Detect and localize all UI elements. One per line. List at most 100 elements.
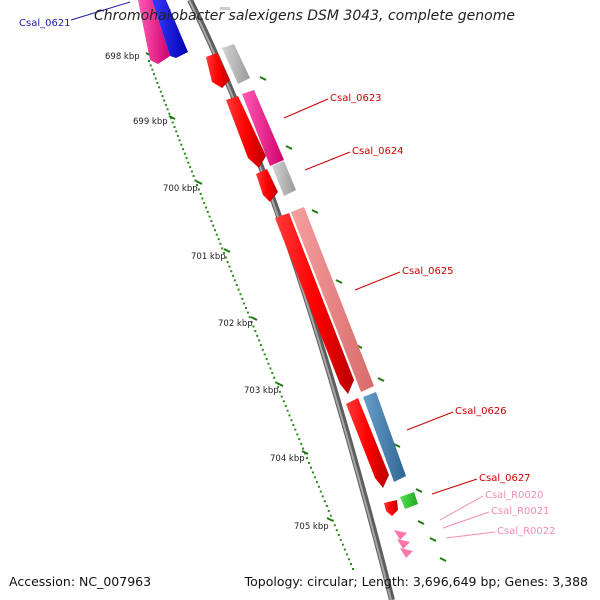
tick-dot [327, 509, 330, 512]
tick-dot [280, 395, 283, 398]
tick-dot [175, 130, 178, 133]
tick-dot [259, 344, 262, 347]
rna-arrow-csal-r0020[interactable] [394, 530, 407, 540]
gene-arrow-csal-0626[interactable] [346, 398, 389, 488]
tick-dot [313, 476, 316, 479]
cog-bar-salmon[interactable] [291, 207, 374, 392]
cog-bar-magenta-top[interactable] [138, 0, 170, 64]
tick-dot [296, 433, 299, 436]
tick-mark-700 [195, 180, 203, 185]
tick-dot [315, 481, 318, 483]
tick-mark-703 [276, 382, 284, 387]
tick-dot [335, 529, 338, 532]
tick-dot [345, 553, 348, 556]
tick-mark-702 [250, 316, 258, 321]
tick-dot [151, 68, 154, 71]
tick-dot [311, 471, 314, 474]
tick-dot [263, 353, 266, 356]
cog-bar-magenta-2[interactable] [242, 90, 284, 166]
tick-dot [282, 400, 285, 403]
gene-label-csal-r0020[interactable]: Csal_R0020 [485, 490, 544, 501]
tick-dot [224, 256, 227, 259]
tick-dot [189, 166, 192, 169]
gene-label-csal-0626[interactable]: Csal_0626 [455, 406, 507, 417]
backbone [187, 0, 395, 600]
tick-label-700: 700 kbp [163, 184, 198, 194]
tick-label-704: 704 kbp [270, 454, 305, 464]
tick-dot [325, 505, 328, 507]
tick-dot [196, 184, 199, 186]
tick-dot [341, 543, 344, 546]
cog-bar-green[interactable] [400, 492, 418, 509]
gene-label-csal-r0021[interactable]: Csal_R0021 [491, 506, 550, 517]
tick-dot [235, 284, 238, 286]
cog-bar-grey-1[interactable] [222, 44, 250, 84]
tick-dot [298, 438, 301, 441]
tick-dot [171, 121, 174, 124]
gene-label-csal-r0022[interactable]: Csal_R0022 [497, 526, 556, 537]
tick-dot [352, 568, 354, 570]
tick-dot [308, 461, 310, 464]
gene-label-csal-0627[interactable]: Csal_0627 [479, 473, 531, 484]
tick-mark-699 [168, 115, 176, 120]
tick-dot [237, 288, 240, 291]
gene-arrow-csal-0627[interactable] [384, 500, 398, 516]
tick-dot [252, 325, 255, 328]
tick-mark-705 [326, 517, 334, 522]
tick-dot [183, 152, 186, 155]
tick-dot [310, 466, 312, 469]
tick-dot [288, 414, 291, 417]
gene-label-csal-0623[interactable]: Csal_0623 [330, 93, 382, 104]
gene-label-csal-0625[interactable]: Csal_0625 [402, 266, 454, 277]
tick-dot [339, 538, 342, 541]
tick-dot [265, 358, 268, 361]
tick-dot [343, 548, 346, 551]
tick-dot [284, 405, 287, 407]
tick-label-701: 701 kbp [191, 252, 226, 262]
gene-label-csal-0621[interactable]: Csal_0621 [19, 18, 71, 29]
rna-arrow-csal-r0022[interactable] [400, 548, 413, 558]
gene-label-csal-0624[interactable]: Csal_0624 [352, 146, 404, 157]
tick-dot [164, 103, 167, 106]
tick-dot [148, 60, 150, 62]
tick-dot [267, 362, 270, 365]
tick-dot [248, 316, 251, 319]
tick-dot [185, 157, 188, 160]
tick-dot [239, 293, 242, 296]
tick-dot [286, 409, 289, 412]
tick-dot [203, 202, 206, 204]
gene-arrow-csal-0622[interactable] [206, 53, 230, 88]
cog-bar-steel[interactable] [363, 392, 406, 482]
tick-dot [350, 563, 352, 566]
cog-bar-blue-top[interactable] [152, 0, 188, 58]
gene-arrow-csal-0624[interactable] [256, 169, 278, 202]
top-tick-mark [220, 7, 230, 10]
tick-dot [166, 108, 169, 111]
tick-dot [233, 279, 236, 282]
tick-dot [156, 81, 159, 84]
tick-dot [347, 558, 350, 561]
tick-dot [182, 148, 185, 151]
tick-dot [176, 134, 179, 137]
tick-dot [290, 419, 293, 422]
tick-dot [302, 447, 305, 450]
tick-dot [294, 428, 297, 431]
tick-dot [269, 367, 272, 370]
rna-arrow-csal-r0021[interactable] [397, 539, 410, 549]
tick-dot [273, 376, 276, 379]
tick-dot [190, 170, 193, 173]
tick-dot [197, 188, 200, 191]
tick-dot [256, 334, 259, 337]
tick-dot [219, 242, 222, 245]
tick-dot [161, 95, 164, 98]
tick-dot [168, 112, 171, 115]
tick-dot [206, 211, 209, 213]
gene-arrow-csal-0623[interactable] [226, 96, 266, 168]
gene-arrow-csal-0625[interactable] [275, 213, 354, 394]
tick-dot [300, 442, 303, 445]
tick-dot [261, 348, 264, 351]
tick-dot [245, 307, 247, 309]
tick-dot-track [148, 60, 354, 570]
tick-dot [275, 381, 278, 384]
cog-bar-grey-2[interactable] [272, 161, 296, 196]
